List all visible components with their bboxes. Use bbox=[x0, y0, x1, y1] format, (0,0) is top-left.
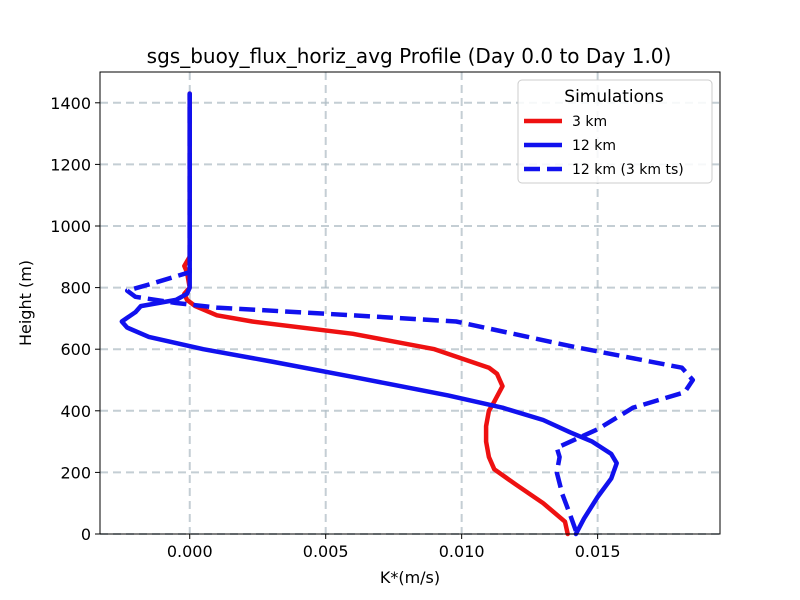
y-tick-label: 1200 bbox=[50, 155, 91, 174]
legend-entry-label: 3 km bbox=[572, 114, 607, 130]
y-tick-label: 1400 bbox=[50, 94, 91, 113]
x-tick-label: 0.010 bbox=[439, 542, 485, 561]
axis-ticks: 0.000 0.005 0.010 0.015 0 200 400 600 800 1000 120… bbox=[50, 94, 620, 561]
y-tick-label: 0 bbox=[81, 525, 91, 544]
legend-entries: 3 km 12 km 12 km (3 km ts) bbox=[524, 114, 684, 178]
x-tick-label: 0.005 bbox=[303, 542, 349, 561]
chart-title: sgs_buoy_flux_horiz_avg Profile (Day 0.0… bbox=[147, 44, 672, 68]
series-line-12-km bbox=[119, 91, 619, 537]
y-tick-label: 1000 bbox=[50, 217, 91, 236]
legend-entry-label: 12 km (3 km ts) bbox=[572, 162, 684, 178]
y-tick-label: 400 bbox=[60, 402, 91, 421]
y-tick-label: 800 bbox=[60, 279, 91, 298]
y-tick-label: 200 bbox=[60, 463, 91, 482]
plot-frame bbox=[99, 71, 721, 535]
x-axis-label: K*(m/s) bbox=[380, 568, 440, 587]
series-line-12-km-3-km-ts- bbox=[124, 93, 696, 532]
legend-title: Simulations bbox=[564, 87, 664, 107]
y-tick-label: 600 bbox=[60, 340, 91, 359]
legend-box bbox=[517, 79, 713, 184]
grid-lines bbox=[100, 72, 720, 535]
series-layer bbox=[119, 91, 696, 537]
x-tick-label: 0.000 bbox=[167, 542, 213, 561]
y-axis-label: Height (m) bbox=[16, 260, 35, 346]
x-tick-label: 0.015 bbox=[575, 542, 621, 561]
series-line-3-km bbox=[182, 91, 570, 537]
legend: Simulations 3 km 12 km 12 km (3 km ts) bbox=[517, 79, 713, 184]
legend-entry-label: 12 km bbox=[572, 138, 616, 154]
